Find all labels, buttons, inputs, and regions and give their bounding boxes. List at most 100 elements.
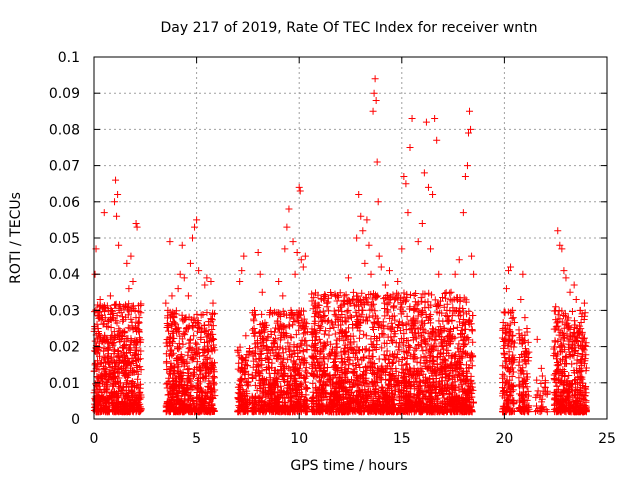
- data-point: [543, 387, 551, 395]
- data-point: [461, 318, 469, 326]
- data-point: [258, 367, 266, 375]
- data-point: [113, 400, 121, 408]
- data-point: [468, 326, 476, 334]
- data-point: [402, 298, 410, 306]
- data-point: [468, 352, 476, 360]
- data-point: [370, 318, 378, 326]
- data-point: [316, 338, 324, 346]
- data-point: [249, 398, 257, 406]
- data-point: [462, 334, 470, 342]
- data-point: [200, 345, 208, 353]
- data-point: [331, 311, 339, 319]
- data-point: [422, 346, 430, 354]
- data-point: [562, 353, 570, 361]
- data-point: [353, 312, 361, 320]
- data-point: [349, 324, 357, 332]
- data-point: [309, 305, 317, 313]
- data-point: [99, 403, 107, 411]
- data-point: [98, 374, 106, 382]
- data-point: [521, 377, 529, 385]
- data-point: [279, 371, 287, 379]
- data-point: [266, 311, 274, 319]
- data-point: [121, 400, 129, 408]
- data-point: [104, 346, 112, 354]
- data-point: [364, 387, 372, 395]
- data-point: [467, 376, 475, 384]
- data-point: [402, 361, 410, 369]
- data-point: [515, 361, 523, 369]
- data-point: [115, 379, 123, 387]
- data-point: [311, 317, 319, 325]
- data-point: [271, 366, 279, 374]
- data-point: [445, 338, 453, 346]
- data-point: [444, 316, 452, 324]
- data-point: [332, 312, 340, 320]
- data-point: [467, 357, 475, 365]
- data-point: [266, 374, 274, 382]
- data-point: [134, 370, 142, 378]
- data-point: [403, 360, 411, 368]
- data-point: [457, 375, 465, 383]
- data-point: [186, 392, 194, 400]
- data-point: [316, 314, 324, 322]
- data-point: [209, 322, 217, 330]
- data-point: [297, 340, 305, 348]
- data-point: [369, 346, 377, 354]
- data-point: [242, 354, 250, 362]
- data-point: [253, 363, 261, 371]
- data-point: [125, 345, 133, 353]
- data-point: [554, 338, 562, 346]
- data-point: [437, 297, 445, 305]
- data-point: [453, 373, 461, 381]
- data-point: [107, 353, 115, 361]
- data-point: [327, 382, 335, 390]
- data-point: [519, 367, 527, 375]
- data-point: [173, 326, 181, 334]
- data-point: [505, 405, 513, 413]
- data-point: [391, 387, 399, 395]
- data-point: [402, 347, 410, 355]
- data-point: [298, 317, 306, 325]
- data-point: [132, 394, 140, 402]
- data-point: [432, 389, 440, 397]
- data-point: [446, 371, 454, 379]
- data-point: [420, 319, 428, 327]
- data-point: [463, 367, 471, 375]
- data-point: [404, 349, 412, 357]
- data-point: [166, 347, 174, 355]
- data-point: [244, 370, 252, 378]
- data-point: [436, 383, 444, 391]
- data-point: [104, 323, 112, 331]
- data-point: [109, 369, 117, 377]
- data-point: [324, 407, 332, 415]
- data-point: [94, 373, 102, 381]
- data-point: [248, 400, 256, 408]
- data-point: [355, 334, 363, 342]
- data-point: [417, 310, 425, 318]
- data-point: [511, 319, 519, 327]
- data-point: [338, 371, 346, 379]
- data-point: [194, 406, 202, 414]
- data-point: [345, 361, 353, 369]
- data-point: [353, 387, 361, 395]
- data-point: [310, 372, 318, 380]
- data-point: [279, 349, 287, 357]
- data-point: [169, 367, 177, 375]
- data-point: [520, 352, 528, 360]
- data-point: [176, 372, 184, 380]
- data-point: [360, 374, 368, 382]
- data-point: [287, 397, 295, 405]
- data-point: [267, 389, 275, 397]
- data-point: [123, 349, 131, 357]
- data-point: [398, 376, 406, 384]
- data-point: [278, 360, 286, 368]
- data-point: [360, 330, 368, 338]
- data-point: [454, 395, 462, 403]
- data-point: [360, 295, 368, 303]
- data-point: [348, 383, 356, 391]
- data-point: [182, 314, 190, 322]
- data-point: [103, 322, 111, 330]
- data-point: [253, 386, 261, 394]
- data-point: [505, 340, 513, 348]
